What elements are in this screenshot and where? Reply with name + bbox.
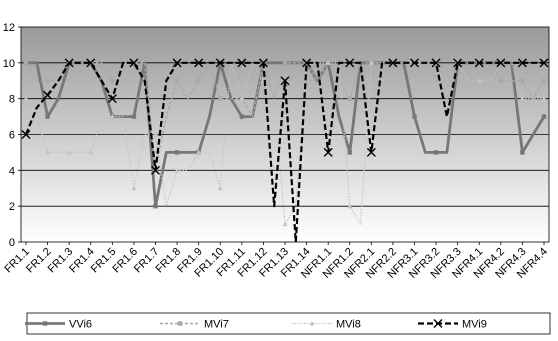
data-point [196, 78, 201, 83]
data-point [86, 58, 96, 68]
data-point [302, 58, 312, 68]
y-tick-label: 12 [3, 22, 15, 34]
data-point [218, 96, 223, 101]
data-point [541, 78, 547, 83]
y-tick-label: 6 [9, 130, 15, 142]
data-point [44, 149, 51, 155]
data-point [109, 113, 115, 119]
data-point [45, 114, 50, 119]
data-point [194, 58, 204, 68]
data-point [282, 221, 288, 227]
data-point [280, 76, 290, 86]
data-point [174, 167, 180, 173]
data-point [520, 150, 525, 155]
data-point [474, 58, 484, 68]
legend-label: MVi7 [204, 319, 229, 331]
series-mvi9 [21, 58, 549, 244]
data-point [174, 150, 180, 155]
y-tick-label: 4 [9, 165, 15, 177]
data-point [196, 149, 202, 155]
data-point [282, 60, 288, 66]
data-point [23, 60, 29, 66]
data-point [152, 131, 159, 137]
data-point [66, 149, 72, 155]
data-point [453, 58, 463, 68]
data-point [347, 203, 353, 209]
data-point [172, 58, 182, 68]
data-point [539, 58, 549, 68]
data-point [107, 94, 117, 104]
data-point [239, 95, 245, 101]
data-point [110, 78, 115, 83]
legend-label: VVi6 [69, 319, 92, 331]
data-point [239, 114, 245, 119]
data-point [519, 95, 526, 101]
legend-swatch-marker [309, 320, 315, 326]
legend-swatch-marker [42, 321, 48, 326]
data-point [88, 149, 94, 155]
data-point [412, 114, 417, 119]
legend-label: MVi9 [462, 319, 487, 331]
series-group [21, 58, 549, 244]
data-point [431, 58, 441, 68]
y-tick-label: 8 [9, 94, 15, 106]
data-point [21, 130, 31, 139]
data-point [496, 58, 506, 68]
data-point [215, 58, 225, 68]
data-point [43, 90, 53, 100]
data-point [131, 185, 137, 191]
legend-entry-mvi9: MVi9 [418, 319, 487, 331]
data-point [520, 78, 525, 83]
data-point [347, 150, 352, 155]
data-point [433, 150, 439, 155]
data-point [151, 165, 160, 175]
legend-swatch-marker [433, 319, 443, 328]
data-point [45, 78, 50, 83]
data-point [368, 60, 374, 65]
data-point [366, 147, 376, 157]
data-point [541, 114, 547, 119]
data-point [541, 95, 547, 101]
legend-swatch-marker [177, 321, 183, 326]
data-point [258, 58, 268, 68]
data-point [388, 58, 398, 68]
y-tick-label: 0 [9, 237, 15, 249]
data-point [345, 58, 355, 68]
data-point [23, 95, 29, 101]
data-point [323, 147, 333, 157]
y-tick-label: 10 [3, 58, 15, 70]
data-point [347, 96, 352, 101]
data-point [325, 60, 331, 65]
legend-entry-mvi7: MVi7 [160, 319, 229, 331]
legend-label: MVi8 [336, 319, 361, 331]
legend: VVi6 MVi7 MVi8 MVi9 [25, 312, 551, 335]
series-mvi8 [23, 60, 547, 227]
legend-entry-mvi8: MVi8 [292, 319, 361, 331]
data-point [410, 58, 419, 68]
data-point [153, 203, 158, 209]
legend-entry-vvi6: VVi6 [25, 319, 92, 331]
data-point [131, 114, 137, 119]
data-point [129, 58, 139, 68]
y-tick-label: 2 [9, 201, 15, 213]
data-point [517, 58, 527, 68]
plot-area [20, 26, 550, 243]
data-point [237, 58, 247, 68]
data-point [217, 185, 223, 191]
data-point [64, 58, 74, 68]
data-point [476, 77, 482, 83]
data-point [498, 78, 504, 83]
data-point [174, 78, 180, 83]
